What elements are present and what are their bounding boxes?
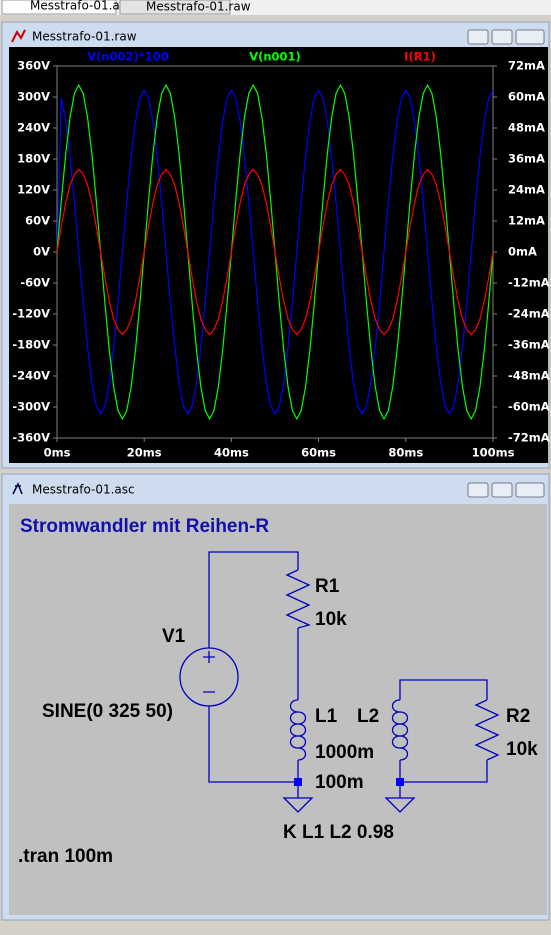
y-tick-label: -180V <box>12 338 50 352</box>
window-buttons <box>467 29 545 45</box>
y-tick-label: 180V <box>17 152 50 166</box>
window-icon <box>12 482 23 495</box>
y2-tick-label: -60mA <box>508 400 550 414</box>
legend-entry: I(R1) <box>404 50 436 64</box>
x-tick-label: 0ms <box>44 446 71 460</box>
node <box>294 778 302 786</box>
component-value: SINE(0 325 50) <box>42 701 173 722</box>
y2-tick-label: 36mA <box>508 152 545 166</box>
component-value: 100m <box>315 772 364 793</box>
y-tick-label: -60V <box>20 276 50 290</box>
plot: -360V -300V -240V -180V -120V -60V 0V 60V 120V 18… <box>12 50 549 460</box>
y-tick-label: 120V <box>17 183 50 197</box>
tab[interactable] <box>119 0 231 15</box>
y2-tick-label: 24mA <box>508 183 545 197</box>
y2-tick-label: -36mA <box>508 338 550 352</box>
component-name: V1 <box>162 626 186 647</box>
component-name: L2 <box>357 706 379 727</box>
window-buttons <box>467 482 545 498</box>
y-tick-label: 360V <box>17 59 50 73</box>
ground <box>282 786 416 813</box>
schematic-area <box>9 504 547 915</box>
y-tick-label: -360V <box>12 431 50 445</box>
component-name: R1 <box>315 576 340 597</box>
y-tick-label: -120V <box>12 307 50 321</box>
coupling-directive: K L1 L2 0.98 <box>283 822 394 843</box>
tab-label[interactable]: Messtrafo-01.raw <box>146 0 251 14</box>
window-title: Messtrafo-01.raw <box>32 30 137 44</box>
y2-tick-label: 72mA <box>508 59 545 73</box>
y-tick-label: 240V <box>17 121 50 135</box>
legend-entry: V(n002)*100 <box>87 50 169 64</box>
legend-entry: V(n001) <box>249 50 301 64</box>
x-tick-label: 100ms <box>472 446 515 460</box>
y-tick-label: 60V <box>25 214 50 228</box>
resistor-r1 <box>285 569 311 629</box>
node <box>396 778 404 786</box>
maximize-button[interactable] <box>491 29 513 45</box>
source-polarity <box>203 651 215 693</box>
y-tick-label: -240V <box>12 369 50 383</box>
close-button[interactable] <box>515 482 545 498</box>
window-icon <box>11 29 26 43</box>
tab-label[interactable]: Messtrafo-01.asc <box>30 0 133 13</box>
component-name: L1 <box>315 706 338 727</box>
y2-tick-label: -12mA <box>508 276 550 290</box>
wire <box>208 551 299 783</box>
inductor-l1 <box>289 690 307 762</box>
window-title: Messtrafo-01.asc <box>32 483 135 497</box>
x-tick-label: 60ms <box>301 446 336 460</box>
minimize-button[interactable] <box>467 482 489 498</box>
x-tick-label: 20ms <box>127 446 162 460</box>
sim-command: .tran 100m <box>18 846 113 867</box>
y2-tick-label: -72mA <box>508 431 550 445</box>
component-value: 1000m <box>315 742 374 763</box>
x-tick-label: 40ms <box>214 446 249 460</box>
tab[interactable] <box>1 0 117 15</box>
y-tick-label: 300V <box>17 90 50 104</box>
y2-tick-label: 60mA <box>508 90 545 104</box>
plot-area <box>9 47 548 463</box>
y2-tick-label: 12mA <box>508 214 545 228</box>
y-tick-label: 0V <box>33 245 50 259</box>
resistor-r2 <box>474 699 500 761</box>
schematic-heading: Stromwandler mit Reihen-R <box>20 516 269 537</box>
inductor-l2 <box>391 699 409 762</box>
component-value: 10k <box>315 609 347 630</box>
x-tick-label: 80ms <box>388 446 423 460</box>
y2-tick-label: 0mA <box>508 245 537 259</box>
y2-tick-label: -48mA <box>508 369 550 383</box>
series-line <box>56 89 494 415</box>
maximize-button[interactable] <box>491 482 513 498</box>
close-button[interactable] <box>515 29 545 45</box>
y-tick-label: -300V <box>12 400 50 414</box>
circuit <box>179 551 500 813</box>
voltage-source <box>179 647 239 707</box>
component-name: R2 <box>506 706 530 727</box>
series-line <box>56 168 494 336</box>
y2-tick-label: -24mA <box>508 307 550 321</box>
minimize-button[interactable] <box>467 29 489 45</box>
component-value: 10k <box>506 739 538 760</box>
y2-tick-label: 48mA <box>508 121 545 135</box>
